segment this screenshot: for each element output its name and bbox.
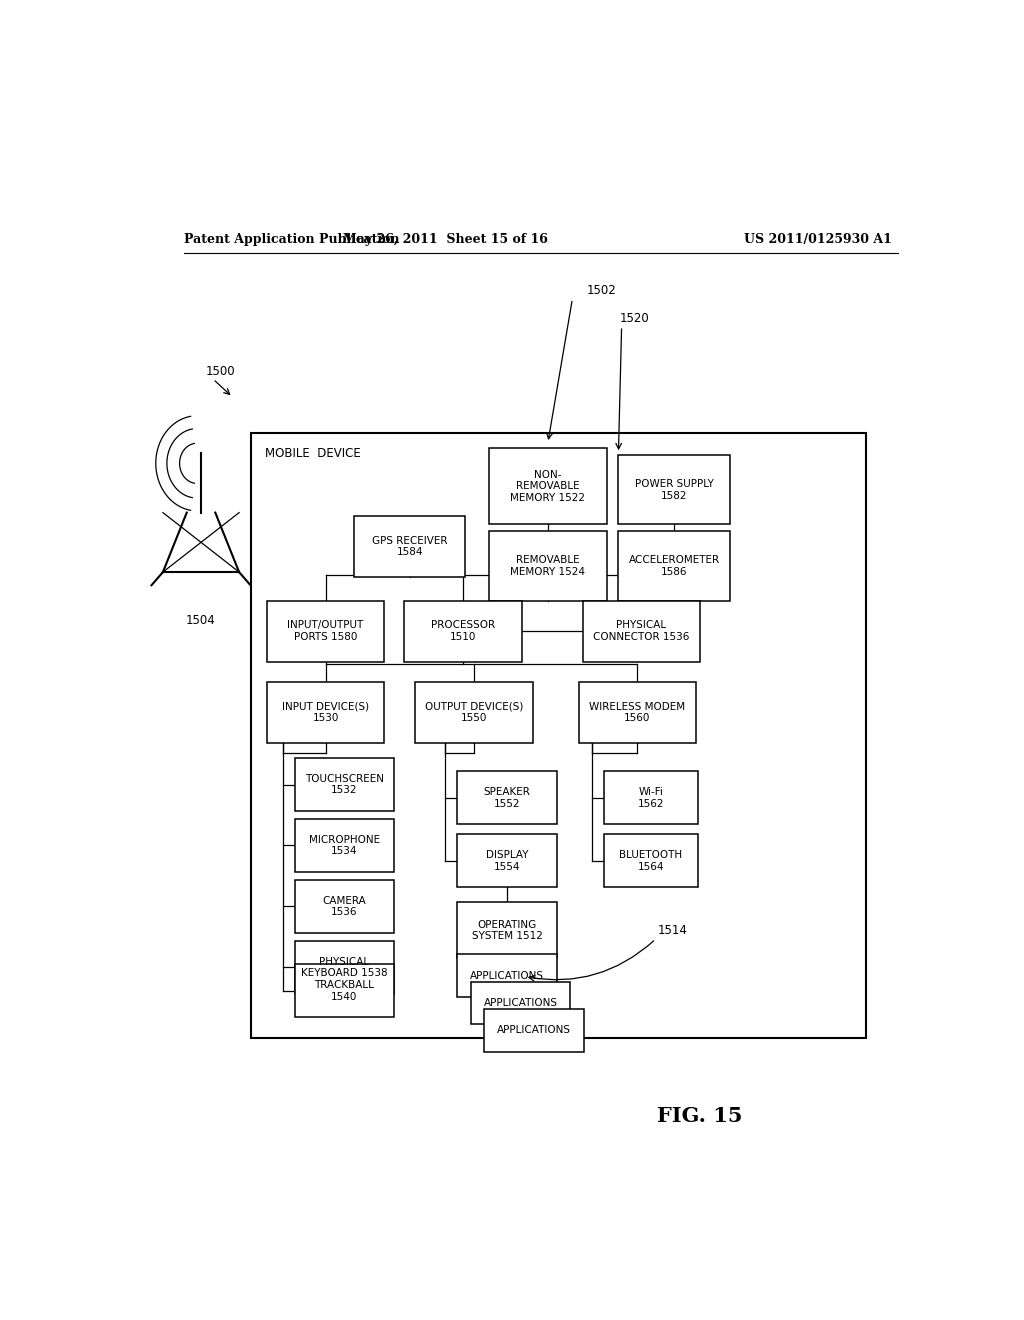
Bar xyxy=(618,532,729,601)
Bar xyxy=(471,982,570,1024)
Text: OUTPUT DEVICE(S)
1550: OUTPUT DEVICE(S) 1550 xyxy=(425,701,523,723)
Bar xyxy=(458,771,557,824)
Text: WIRELESS MODEM
1560: WIRELESS MODEM 1560 xyxy=(590,701,685,723)
Bar xyxy=(354,516,465,577)
Text: APPLICATIONS: APPLICATIONS xyxy=(497,1026,571,1035)
Bar xyxy=(267,601,384,661)
Text: US 2011/0125930 A1: US 2011/0125930 A1 xyxy=(744,234,892,247)
Text: BLUETOOTH
1564: BLUETOOTH 1564 xyxy=(620,850,683,871)
Text: PHYSICAL
KEYBOARD 1538: PHYSICAL KEYBOARD 1538 xyxy=(301,957,387,978)
Text: NON-
REMOVABLE
MEMORY 1522: NON- REMOVABLE MEMORY 1522 xyxy=(510,470,586,503)
Text: PHYSICAL
CONNECTOR 1536: PHYSICAL CONNECTOR 1536 xyxy=(593,620,689,642)
Bar xyxy=(295,965,394,1018)
Text: TOUCHSCREEN
1532: TOUCHSCREEN 1532 xyxy=(305,774,384,796)
Text: 1514: 1514 xyxy=(658,924,688,937)
Bar xyxy=(458,903,557,958)
Text: APPLICATIONS: APPLICATIONS xyxy=(470,970,544,981)
Text: MICROPHONE
1534: MICROPHONE 1534 xyxy=(308,834,380,857)
Text: ACCELEROMETER
1586: ACCELEROMETER 1586 xyxy=(629,556,720,577)
Bar xyxy=(618,455,729,524)
Bar xyxy=(416,682,532,743)
Bar xyxy=(489,532,606,601)
Bar xyxy=(295,880,394,933)
Bar xyxy=(458,954,557,997)
Text: OPERATING
SYSTEM 1512: OPERATING SYSTEM 1512 xyxy=(471,920,543,941)
Bar xyxy=(295,818,394,873)
Text: FIG. 15: FIG. 15 xyxy=(656,1106,742,1126)
Text: POWER SUPPLY
1582: POWER SUPPLY 1582 xyxy=(635,479,714,500)
Bar xyxy=(579,682,696,743)
Text: REMOVABLE
MEMORY 1524: REMOVABLE MEMORY 1524 xyxy=(510,556,586,577)
Bar xyxy=(583,601,700,661)
Text: Wi-Fi
1562: Wi-Fi 1562 xyxy=(638,787,665,809)
Bar xyxy=(458,834,557,887)
Bar xyxy=(251,433,866,1038)
Text: 1502: 1502 xyxy=(587,284,616,297)
Bar xyxy=(489,447,606,524)
Text: INPUT/OUTPUT
PORTS 1580: INPUT/OUTPUT PORTS 1580 xyxy=(288,620,364,642)
Text: CAMERA
1536: CAMERA 1536 xyxy=(323,896,367,917)
Text: PROCESSOR
1510: PROCESSOR 1510 xyxy=(431,620,495,642)
Text: 1520: 1520 xyxy=(620,313,650,326)
Bar xyxy=(484,1008,584,1052)
Text: GPS RECEIVER
1584: GPS RECEIVER 1584 xyxy=(372,536,447,557)
Bar xyxy=(295,758,394,810)
Bar xyxy=(404,601,521,661)
Text: DISPLAY
1554: DISPLAY 1554 xyxy=(485,850,528,871)
Text: SPEAKER
1552: SPEAKER 1552 xyxy=(483,787,530,809)
Text: INPUT DEVICE(S)
1530: INPUT DEVICE(S) 1530 xyxy=(282,701,370,723)
Bar xyxy=(295,941,394,994)
Text: APPLICATIONS: APPLICATIONS xyxy=(483,998,557,1008)
Text: May 26, 2011  Sheet 15 of 16: May 26, 2011 Sheet 15 of 16 xyxy=(343,234,548,247)
Bar xyxy=(604,771,697,824)
Bar xyxy=(267,682,384,743)
Text: Patent Application Publication: Patent Application Publication xyxy=(183,234,399,247)
Text: TRACKBALL
1540: TRACKBALL 1540 xyxy=(314,979,374,1002)
Bar xyxy=(604,834,697,887)
Text: MOBILE  DEVICE: MOBILE DEVICE xyxy=(265,446,361,459)
Text: 1504: 1504 xyxy=(186,614,216,627)
Text: 1500: 1500 xyxy=(206,366,236,379)
